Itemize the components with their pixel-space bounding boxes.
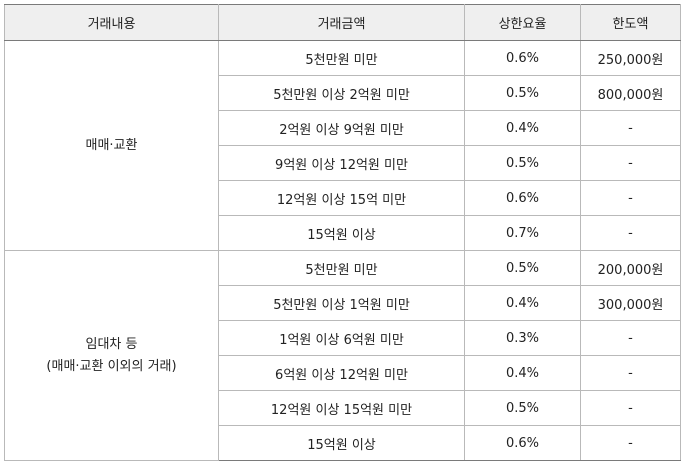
limit-cell: 200,000원: [580, 250, 681, 286]
table-row: 15억원 이상 0.6% -: [5, 425, 681, 461]
header-max-rate: 상한요율: [464, 4, 581, 41]
amount-cell: 12억원 이상 15억원 미만: [218, 390, 465, 426]
amount-cell: 5천만원 미만: [218, 250, 465, 286]
rate-cell: 0.5%: [464, 145, 581, 181]
amount-cell: 2억원 이상 9억원 미만: [218, 110, 465, 146]
table-row: 9억원 이상 12억원 미만 0.5% -: [5, 145, 681, 181]
group-label-line: 매매·교환: [85, 137, 138, 153]
rate-cell: 0.6%: [464, 180, 581, 216]
limit-cell: -: [580, 215, 681, 251]
amount-cell: 5천만원 이상 1억원 미만: [218, 285, 465, 321]
limit-cell: -: [580, 390, 681, 426]
fee-table-container: 거래내용 거래금액 상한요율 한도액 매매·교환 5천만원 미만 0.6% 25…: [4, 4, 681, 461]
brokerage-fee-table: 거래내용 거래금액 상한요율 한도액 매매·교환 5천만원 미만 0.6% 25…: [4, 4, 681, 461]
rate-cell: 0.4%: [464, 285, 581, 321]
amount-cell: 5천만원 미만: [218, 40, 465, 76]
amount-cell: 15억원 이상: [218, 425, 465, 461]
table-row: 12억원 이상 15억 미만 0.6% -: [5, 180, 681, 216]
amount-cell: 1억원 이상 6억원 미만: [218, 320, 465, 356]
rate-cell: 0.7%: [464, 215, 581, 251]
table-row: 15억원 이상 0.7% -: [5, 215, 681, 251]
rate-cell: 0.6%: [464, 40, 581, 76]
header-transaction-type: 거래내용: [4, 4, 219, 41]
header-row: 거래내용 거래금액 상한요율 한도액: [4, 4, 681, 41]
limit-cell: 300,000원: [580, 285, 681, 321]
group-label-line: 임대차 등: [85, 336, 138, 352]
table-row: 1억원 이상 6억원 미만 0.3% -: [5, 320, 681, 356]
table-row: 5천만원 이상 1억원 미만 0.4% 300,000원: [5, 285, 681, 321]
limit-cell: -: [580, 425, 681, 461]
rate-cell: 0.3%: [464, 320, 581, 356]
rate-cell: 0.5%: [464, 75, 581, 111]
table-row: 매매·교환 5천만원 미만 0.6% 250,000원: [4, 40, 681, 251]
limit-cell: -: [580, 180, 681, 216]
limit-cell: -: [580, 145, 681, 181]
limit-cell: -: [580, 355, 681, 391]
amount-cell: 5천만원 이상 2억원 미만: [218, 75, 465, 111]
limit-cell: 800,000원: [580, 75, 681, 111]
rate-cell: 0.5%: [464, 250, 581, 286]
header-limit: 한도액: [580, 4, 681, 41]
group-label-line: (매매·교환 이외의 거래): [46, 358, 177, 374]
table-row: 5천만원 이상 2억원 미만 0.5% 800,000원: [5, 75, 681, 111]
table-row: 12억원 이상 15억원 미만 0.5% -: [5, 390, 681, 426]
limit-cell: 250,000원: [580, 40, 681, 76]
rate-cell: 0.4%: [464, 355, 581, 391]
table-row: 2억원 이상 9억원 미만 0.4% -: [5, 110, 681, 146]
table-row: 임대차 등 (매매·교환 이외의 거래) 5천만원 미만 0.5% 200,00…: [4, 250, 681, 461]
table-row: 6억원 이상 12억원 미만 0.4% -: [5, 355, 681, 391]
group-label-lease: 임대차 등 (매매·교환 이외의 거래): [4, 250, 219, 461]
group-label-sale: 매매·교환: [4, 40, 219, 251]
amount-cell: 15억원 이상: [218, 215, 465, 251]
amount-cell: 6억원 이상 12억원 미만: [218, 355, 465, 391]
rate-cell: 0.5%: [464, 390, 581, 426]
header-transaction-amount: 거래금액: [218, 4, 465, 41]
rate-cell: 0.4%: [464, 110, 581, 146]
limit-cell: -: [580, 320, 681, 356]
amount-cell: 9억원 이상 12억원 미만: [218, 145, 465, 181]
rate-cell: 0.6%: [464, 425, 581, 461]
amount-cell: 12억원 이상 15억 미만: [218, 180, 465, 216]
limit-cell: -: [580, 110, 681, 146]
